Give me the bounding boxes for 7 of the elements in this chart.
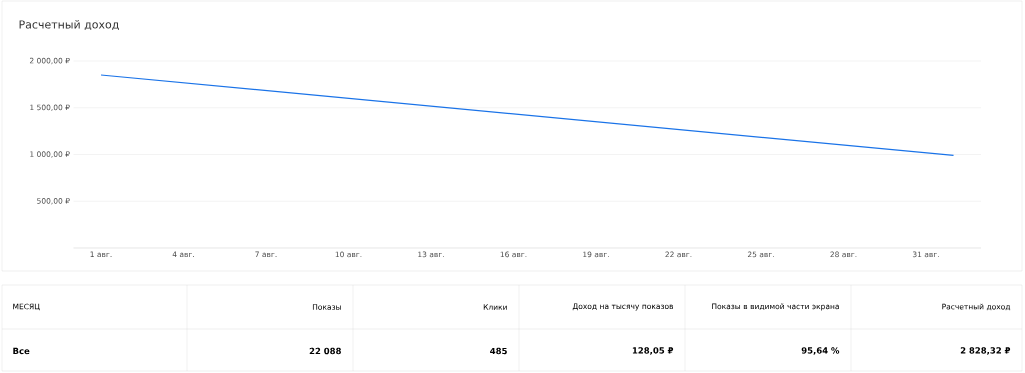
chart-title: Расчетный доход <box>19 20 119 30</box>
text: Все <box>13 347 30 355</box>
text: 485 <box>490 347 507 355</box>
text: 2 828,32 ₽ <box>960 347 1011 355</box>
text: 95,64 % <box>801 347 840 355</box>
text: 22 088 <box>309 347 341 355</box>
text: 128,05 ₽ <box>632 347 674 355</box>
